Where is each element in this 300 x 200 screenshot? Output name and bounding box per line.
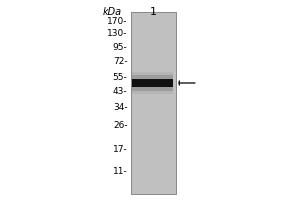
Bar bbox=[130, 12, 176, 194]
Text: 55-: 55- bbox=[113, 72, 128, 82]
Bar bbox=[132, 79, 172, 87]
Text: 17-: 17- bbox=[113, 144, 128, 154]
Text: 95-: 95- bbox=[113, 43, 128, 51]
Text: 72-: 72- bbox=[113, 58, 128, 66]
Bar bbox=[132, 72, 172, 94]
Text: 130-: 130- bbox=[107, 28, 128, 38]
Text: 170-: 170- bbox=[107, 17, 128, 25]
Text: 11-: 11- bbox=[113, 166, 128, 176]
Text: 34-: 34- bbox=[113, 102, 128, 112]
Text: 26-: 26- bbox=[113, 120, 128, 130]
Text: 43-: 43- bbox=[113, 87, 128, 96]
Text: kDa: kDa bbox=[102, 7, 122, 17]
Text: 1: 1 bbox=[149, 7, 157, 17]
Bar bbox=[132, 75, 172, 91]
